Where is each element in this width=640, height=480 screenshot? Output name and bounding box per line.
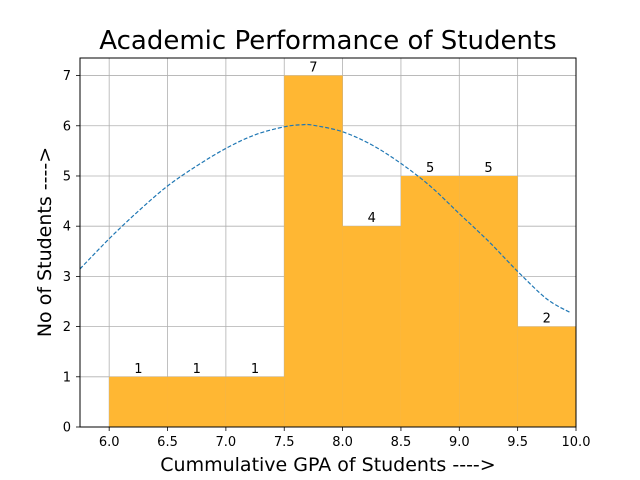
y-tick-label: 6	[63, 119, 71, 134]
y-tick-label: 5	[63, 169, 71, 184]
bar-value-label: 5	[426, 161, 434, 176]
bar-value-label: 2	[543, 312, 551, 327]
x-axis-label: Cummulative GPA of Students ---->	[160, 454, 495, 476]
histogram-bar	[225, 376, 285, 427]
y-axis-label: No of Students ---->	[34, 147, 56, 337]
x-tick-label: 7.0	[216, 435, 237, 450]
x-tick-label: 10.0	[562, 435, 591, 450]
y-tick-label: 2	[63, 320, 71, 335]
bar-value-label: 4	[368, 211, 376, 226]
fit-curve-line	[79, 123, 571, 314]
bars	[109, 75, 576, 428]
histogram-bar	[342, 226, 401, 427]
data-labels: 1 1 1 7 4 5 5 2	[134, 61, 551, 377]
x-tick-label: 9.0	[449, 435, 470, 450]
bar-value-label: 1	[251, 362, 259, 377]
bar-value-label: 1	[193, 362, 201, 377]
fit-curve	[79, 123, 571, 314]
y-tick-label: 4	[63, 220, 71, 235]
x-tick-label: 6.0	[99, 435, 120, 450]
histogram-bar	[400, 175, 460, 427]
plot-frame	[79, 57, 577, 428]
y-tick-label: 1	[63, 370, 71, 385]
histogram-bar	[284, 75, 343, 428]
histogram-bar	[459, 175, 518, 427]
y-tick-label: 3	[63, 270, 71, 285]
bar-value-label: 7	[309, 61, 317, 76]
x-tick-label: 8.0	[332, 435, 353, 450]
y-tick-label: 0	[63, 421, 71, 436]
x-tick-label: 8.5	[391, 435, 412, 450]
bar-value-label: 5	[484, 161, 492, 176]
y-tick-label: 7	[63, 69, 71, 84]
x-tick-label: 9.5	[507, 435, 528, 450]
x-tick-label: 7.5	[274, 435, 295, 450]
chart-title: Academic Performance of Students	[99, 26, 556, 56]
bar-value-label: 1	[134, 362, 142, 377]
histogram-bar	[109, 376, 168, 427]
histogram-bar	[167, 376, 226, 427]
ticks: 6.0 6.5 7.0 7.5 8.0 8.5 9.0 9.5 10.0 0 1 2 3 4 5 6 7	[63, 69, 591, 450]
x-tick-label: 6.5	[157, 435, 178, 450]
histogram-bar	[517, 326, 576, 427]
